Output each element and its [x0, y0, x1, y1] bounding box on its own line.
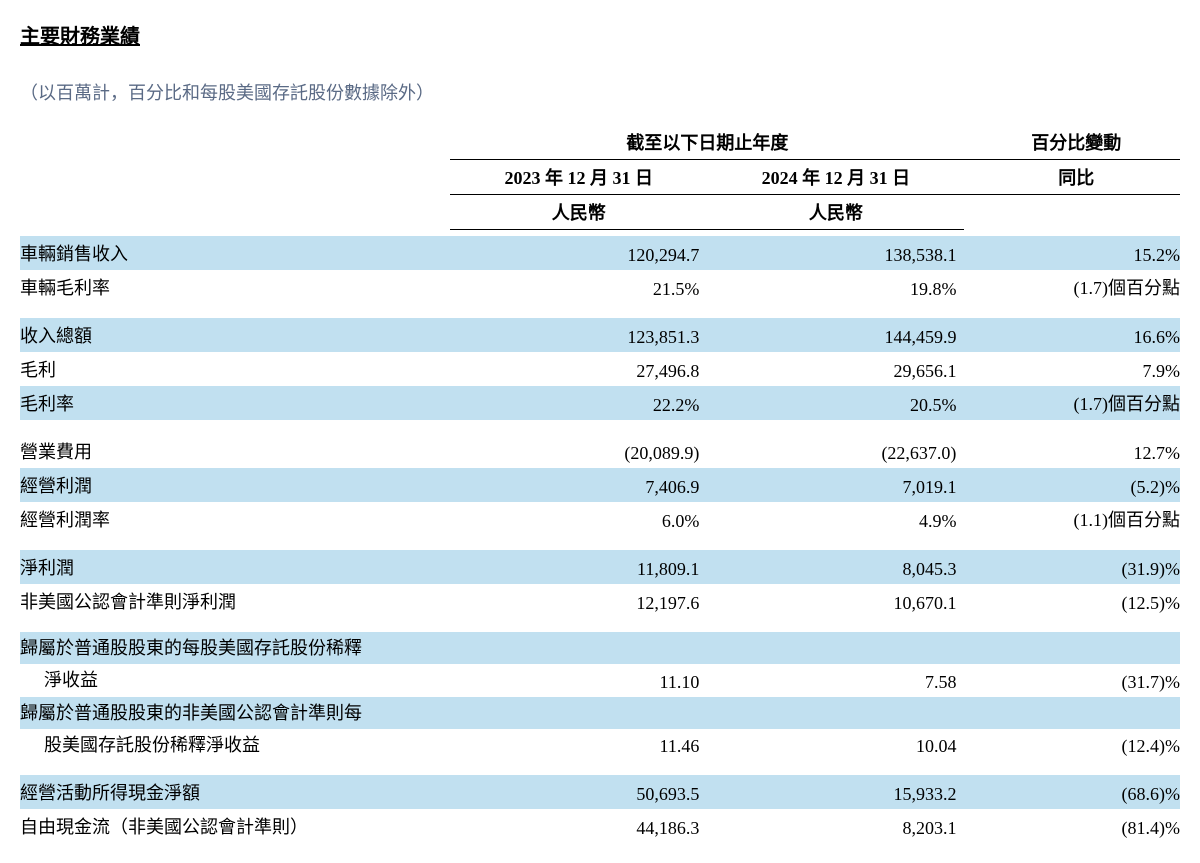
v2023-vehicle-margin: 21.5%	[450, 270, 707, 304]
v2023-gross-profit: 27,496.8	[450, 352, 707, 386]
v2024-fcf: 8,203.1	[707, 809, 964, 843]
financial-table: 截至以下日期止年度 百分比變動 2023 年 12 月 31 日 2024 年 …	[20, 125, 1180, 843]
page-title: 主要財務業績	[20, 20, 1180, 49]
period-header: 截至以下日期止年度	[450, 125, 964, 160]
label-total-revenue: 收入總額	[20, 318, 450, 352]
row-op-margin: 經營利潤率 6.0% 4.9% (1.1)個百分點	[20, 502, 1180, 536]
pct-change-header: 百分比變動	[964, 125, 1180, 160]
pct-op-cash: (68.6)%	[964, 775, 1180, 809]
header-row-1: 截至以下日期止年度 百分比變動	[20, 125, 1180, 160]
row-op-cash: 經營活動所得現金淨額 50,693.5 15,933.2 (68.6)%	[20, 775, 1180, 809]
pct-opex: 12.7%	[964, 434, 1180, 468]
row-vehicle-margin: 車輛毛利率 21.5% 19.8% (1.7)個百分點	[20, 270, 1180, 304]
label-op-cash: 經營活動所得現金淨額	[20, 775, 450, 809]
pct-vehicle-sales: 15.2%	[964, 236, 1180, 270]
v2024-nongaap-net: 10,670.1	[707, 584, 964, 618]
row-nongaap-net: 非美國公認會計準則淨利潤 12,197.6 10,670.1 (12.5)%	[20, 584, 1180, 618]
v2024-total-revenue: 144,459.9	[707, 318, 964, 352]
col-2023-header: 2023 年 12 月 31 日	[450, 160, 707, 195]
v2023-gross-margin: 22.2%	[450, 386, 707, 420]
v2023-nongaap-eps: 11.46	[450, 729, 707, 761]
row-fcf: 自由現金流（非美國公認會計準則） 44,186.3 8,203.1 (81.4)…	[20, 809, 1180, 843]
row-op-income: 經營利潤 7,406.9 7,019.1 (5.2)%	[20, 468, 1180, 502]
row-total-revenue: 收入總額 123,851.3 144,459.9 16.6%	[20, 318, 1180, 352]
v2024-gross-profit: 29,656.1	[707, 352, 964, 386]
pct-gross-profit: 7.9%	[964, 352, 1180, 386]
pct-op-margin: (1.1)個百分點	[964, 502, 1180, 536]
label-net-income: 淨利潤	[20, 550, 450, 584]
page-subtitle: （以百萬計，百分比和每股美國存託股份數據除外）	[20, 79, 1180, 105]
col-2024-header: 2024 年 12 月 31 日	[707, 160, 964, 195]
label-gross-profit: 毛利	[20, 352, 450, 386]
v2024-vehicle-sales: 138,538.1	[707, 236, 964, 270]
v2024-op-income: 7,019.1	[707, 468, 964, 502]
v2024-gross-margin: 20.5%	[707, 386, 964, 420]
v2024-net-income: 8,045.3	[707, 550, 964, 584]
row-opex: 營業費用 (20,089.9) (22,637.0) 12.7%	[20, 434, 1180, 468]
pct-net-income: (31.9)%	[964, 550, 1180, 584]
pct-total-revenue: 16.6%	[964, 318, 1180, 352]
v2023-net-income: 11,809.1	[450, 550, 707, 584]
header-row-2: 2023 年 12 月 31 日 2024 年 12 月 31 日 同比	[20, 160, 1180, 195]
label-nongaap-eps-line2: 股美國存託股份稀釋淨收益	[20, 729, 450, 761]
currency-2024: 人民幣	[707, 195, 964, 230]
v2023-opex: (20,089.9)	[450, 434, 707, 468]
header-row-3: 人民幣 人民幣	[20, 195, 1180, 230]
v2023-vehicle-sales: 120,294.7	[450, 236, 707, 270]
label-nongaap-eps-line1: 歸屬於普通股股東的非美國公認會計準則每	[20, 697, 450, 729]
row-net-income: 淨利潤 11,809.1 8,045.3 (31.9)%	[20, 550, 1180, 584]
label-nongaap-net: 非美國公認會計準則淨利潤	[20, 584, 450, 618]
row-gross-margin: 毛利率 22.2% 20.5% (1.7)個百分點	[20, 386, 1180, 420]
label-op-income: 經營利潤	[20, 468, 450, 502]
label-eps-line2: 淨收益	[20, 664, 450, 696]
pct-op-income: (5.2)%	[964, 468, 1180, 502]
label-gross-margin: 毛利率	[20, 386, 450, 420]
row-nongaap-eps-line1: 歸屬於普通股股東的非美國公認會計準則每	[20, 697, 1180, 729]
label-vehicle-sales: 車輛銷售收入	[20, 236, 450, 270]
row-gross-profit: 毛利 27,496.8 29,656.1 7.9%	[20, 352, 1180, 386]
v2023-op-income: 7,406.9	[450, 468, 707, 502]
v2024-op-margin: 4.9%	[707, 502, 964, 536]
label-op-margin: 經營利潤率	[20, 502, 450, 536]
pct-gross-margin: (1.7)個百分點	[964, 386, 1180, 420]
v2023-eps: 11.10	[450, 664, 707, 696]
v2024-op-cash: 15,933.2	[707, 775, 964, 809]
row-eps-line1: 歸屬於普通股股東的每股美國存託股份稀釋	[20, 632, 1180, 664]
pct-nongaap-eps: (12.4)%	[964, 729, 1180, 761]
v2024-vehicle-margin: 19.8%	[707, 270, 964, 304]
label-opex: 營業費用	[20, 434, 450, 468]
v2024-eps: 7.58	[707, 664, 964, 696]
v2024-opex: (22,637.0)	[707, 434, 964, 468]
currency-2023: 人民幣	[450, 195, 707, 230]
v2023-op-margin: 6.0%	[450, 502, 707, 536]
pct-eps: (31.7)%	[964, 664, 1180, 696]
yoy-header: 同比	[964, 160, 1180, 195]
label-vehicle-margin: 車輛毛利率	[20, 270, 450, 304]
label-eps-line1: 歸屬於普通股股東的每股美國存託股份稀釋	[20, 632, 450, 664]
v2023-op-cash: 50,693.5	[450, 775, 707, 809]
v2023-nongaap-net: 12,197.6	[450, 584, 707, 618]
pct-fcf: (81.4)%	[964, 809, 1180, 843]
row-vehicle-sales: 車輛銷售收入 120,294.7 138,538.1 15.2%	[20, 236, 1180, 270]
label-fcf: 自由現金流（非美國公認會計準則）	[20, 809, 450, 843]
pct-vehicle-margin: (1.7)個百分點	[964, 270, 1180, 304]
v2023-fcf: 44,186.3	[450, 809, 707, 843]
row-eps-line2: 淨收益 11.10 7.58 (31.7)%	[20, 664, 1180, 696]
row-nongaap-eps-line2: 股美國存託股份稀釋淨收益 11.46 10.04 (12.4)%	[20, 729, 1180, 761]
v2023-total-revenue: 123,851.3	[450, 318, 707, 352]
pct-nongaap-net: (12.5)%	[964, 584, 1180, 618]
v2024-nongaap-eps: 10.04	[707, 729, 964, 761]
